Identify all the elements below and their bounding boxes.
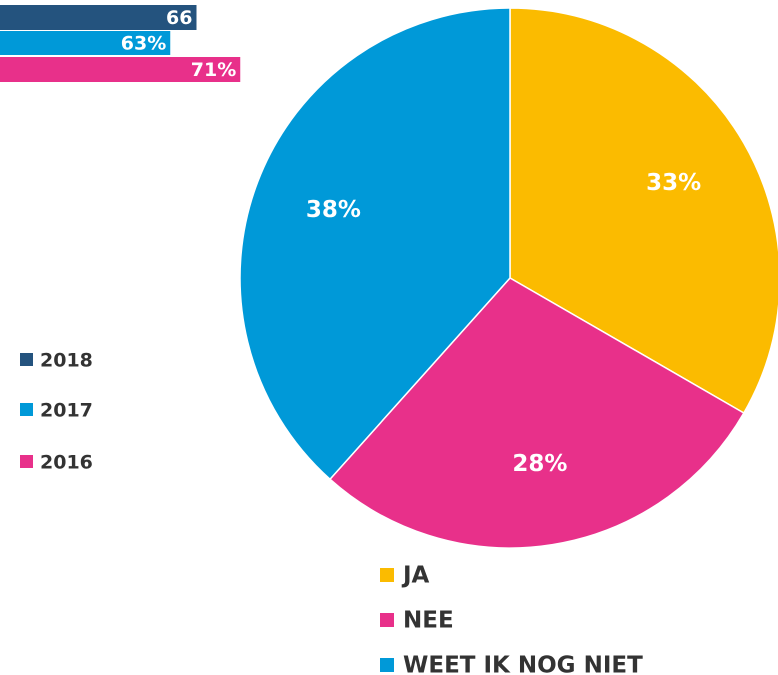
bar xyxy=(0,57,241,82)
legend-swatch xyxy=(380,568,394,582)
legend-swatch xyxy=(380,658,394,672)
legend-label: 2016 xyxy=(40,452,93,474)
bar xyxy=(0,31,171,55)
legend-swatch xyxy=(20,353,33,366)
bar-label: 71% xyxy=(191,59,236,81)
pie-slice xyxy=(328,277,745,549)
slice-label: 33% xyxy=(646,170,701,196)
legend-label: JA xyxy=(401,563,430,589)
legend-label: NEE xyxy=(403,608,454,634)
legend-swatch xyxy=(20,403,33,416)
bar xyxy=(0,5,197,30)
legend-swatch xyxy=(20,455,33,468)
pie-slice xyxy=(239,7,511,481)
legend-label: 2017 xyxy=(40,400,93,422)
bar-label: 63% xyxy=(121,33,166,55)
legend-swatch xyxy=(380,613,394,627)
legend-label: WEET IK NOG NIET xyxy=(403,653,643,675)
legend-label: 2018 xyxy=(40,350,93,372)
slice-label: 38% xyxy=(306,197,361,223)
pie-slice xyxy=(509,7,778,415)
bar-label: 66 xyxy=(166,7,192,29)
slice-label: 28% xyxy=(512,451,567,477)
